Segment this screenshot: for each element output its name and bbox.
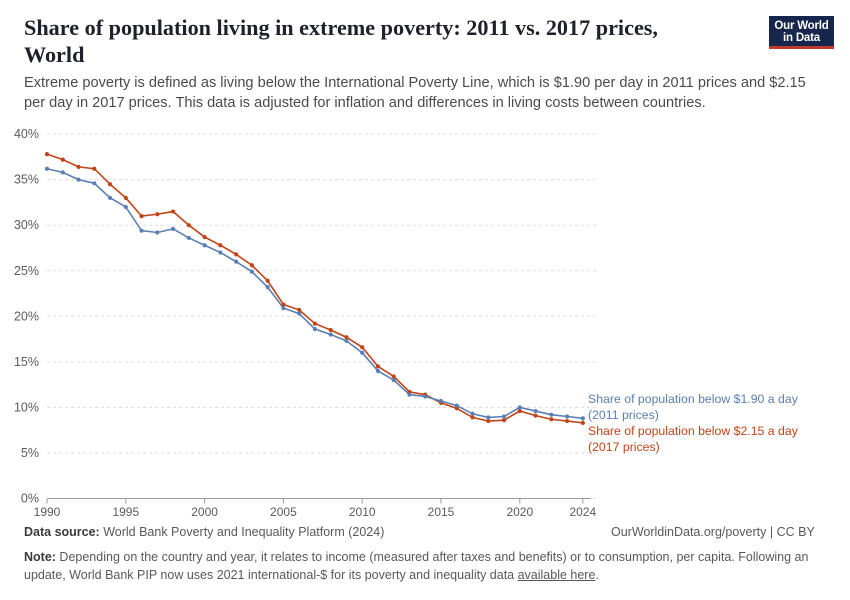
svg-text:0%: 0%: [21, 492, 39, 506]
svg-text:20%: 20%: [14, 309, 39, 323]
svg-text:25%: 25%: [14, 264, 39, 278]
svg-text:2024: 2024: [569, 505, 596, 519]
svg-text:30%: 30%: [14, 218, 39, 232]
svg-text:1990: 1990: [34, 505, 61, 519]
svg-text:2015: 2015: [428, 505, 455, 519]
svg-text:5%: 5%: [21, 446, 39, 460]
svg-text:10%: 10%: [14, 400, 39, 414]
svg-text:2005: 2005: [270, 505, 297, 519]
svg-text:15%: 15%: [14, 355, 39, 369]
svg-text:2010: 2010: [349, 505, 376, 519]
svg-text:40%: 40%: [14, 127, 39, 141]
svg-text:1995: 1995: [112, 505, 139, 519]
svg-text:2000: 2000: [191, 505, 218, 519]
svg-text:2020: 2020: [506, 505, 533, 519]
svg-text:35%: 35%: [14, 173, 39, 187]
